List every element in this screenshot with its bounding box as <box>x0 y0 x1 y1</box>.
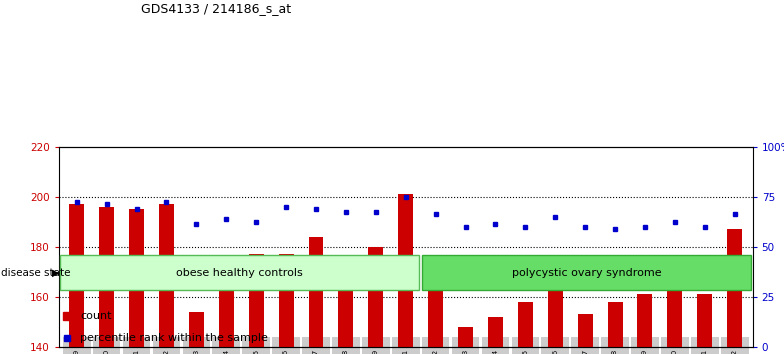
Bar <box>578 314 593 347</box>
Bar <box>368 247 383 347</box>
Bar <box>637 295 652 347</box>
Bar <box>339 269 354 347</box>
Bar <box>69 204 84 347</box>
Text: disease state: disease state <box>1 268 71 278</box>
Bar <box>697 295 713 347</box>
Bar <box>428 279 443 347</box>
Text: obese healthy controls: obese healthy controls <box>176 268 303 278</box>
Bar <box>189 312 204 347</box>
Bar <box>458 327 473 347</box>
Text: count: count <box>80 311 112 321</box>
Bar <box>129 210 144 347</box>
Bar <box>278 255 293 347</box>
Bar <box>398 194 413 347</box>
Text: percentile rank within the sample: percentile rank within the sample <box>80 332 268 343</box>
Bar <box>608 302 622 347</box>
Bar <box>728 229 742 347</box>
Bar <box>518 302 533 347</box>
Bar <box>99 207 114 347</box>
Text: GDS4133 / 214186_s_at: GDS4133 / 214186_s_at <box>141 2 291 15</box>
Bar <box>249 255 263 347</box>
Bar <box>219 267 234 347</box>
FancyBboxPatch shape <box>60 255 419 290</box>
FancyBboxPatch shape <box>423 255 751 290</box>
Bar <box>309 237 324 347</box>
Bar <box>548 264 563 347</box>
Text: ▶: ▶ <box>52 268 60 278</box>
Bar <box>667 257 682 347</box>
Text: polycystic ovary syndrome: polycystic ovary syndrome <box>512 268 662 278</box>
Bar <box>159 204 174 347</box>
Bar <box>488 317 503 347</box>
